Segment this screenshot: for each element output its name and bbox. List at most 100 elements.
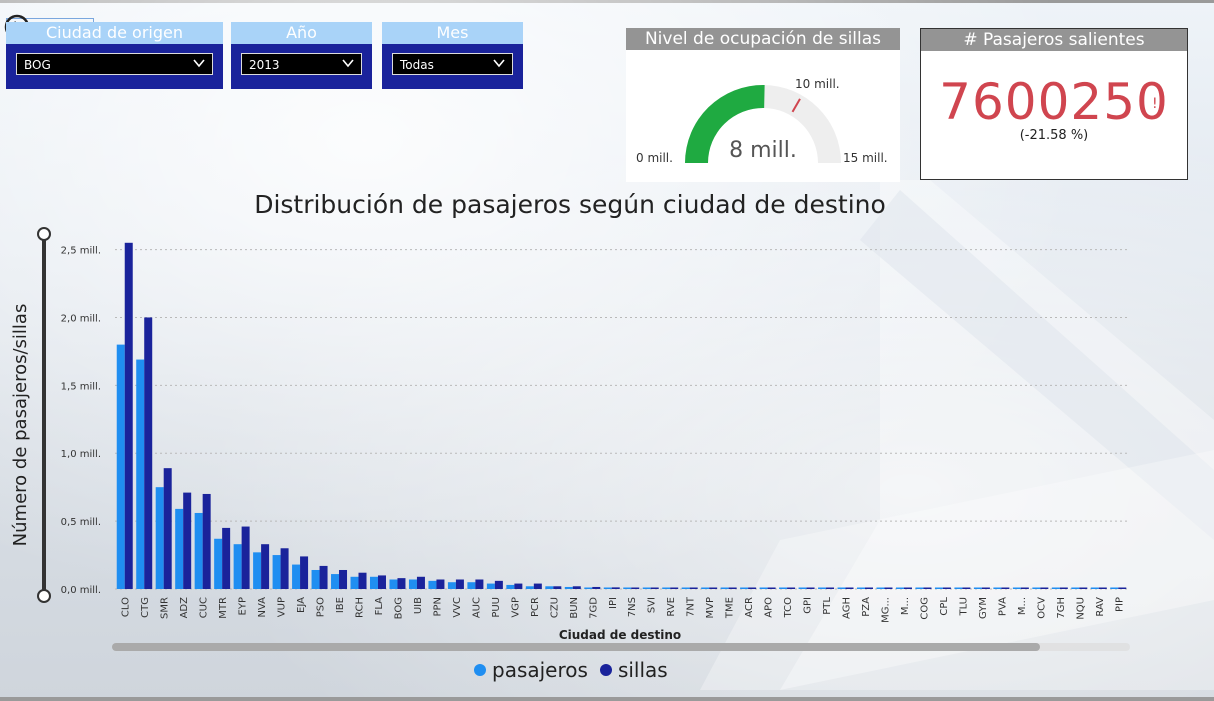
bar-pasajeros-CPL[interactable] [934, 587, 943, 590]
bar-sillas-IPI[interactable] [611, 587, 620, 589]
bar-sillas-NQU[interactable] [1079, 587, 1088, 590]
bar-sillas-RVE[interactable] [670, 587, 679, 590]
bar-sillas-CZU[interactable] [553, 586, 562, 589]
bar-sillas-COG[interactable] [923, 587, 932, 590]
bar-pasajeros-7NT[interactable] [681, 587, 690, 590]
bar-sillas-MVP[interactable] [709, 587, 718, 590]
bar-pasajeros-GYM[interactable] [973, 587, 982, 590]
bar-sillas-PCR[interactable] [533, 583, 542, 589]
bar-sillas-CLO[interactable] [124, 242, 133, 590]
bar-pasajeros-M...[interactable] [1012, 587, 1021, 590]
year-dropdown[interactable]: 2013 [241, 53, 362, 75]
bar-pasajeros-CUC[interactable] [194, 512, 203, 589]
bar-sillas-M...[interactable] [903, 587, 912, 590]
bar-pasajeros-TCO[interactable] [779, 587, 788, 590]
bar-sillas-NVA[interactable] [261, 544, 270, 589]
bar-pasajeros-ACR[interactable] [740, 587, 749, 590]
bar-pasajeros-7NS[interactable] [623, 587, 632, 590]
bar-pasajeros-PTL[interactable] [818, 587, 827, 590]
bar-sillas-ADZ[interactable] [183, 492, 192, 589]
bar-pasajeros-PZA[interactable] [857, 587, 866, 590]
bar-pasajeros-CLO[interactable] [116, 344, 125, 589]
bar-sillas-OCV[interactable] [1040, 587, 1049, 590]
bar-pasajeros-SMR[interactable] [155, 487, 164, 589]
bar-pasajeros-AUC[interactable] [467, 582, 476, 589]
bar-pasajeros-BUN[interactable] [564, 586, 573, 589]
bar-pasajeros-SVI[interactable] [642, 587, 651, 590]
bar-pasajeros-PSO[interactable] [311, 569, 320, 589]
bar-pasajeros-7GD[interactable] [584, 587, 593, 590]
bar-pasajeros-CTG[interactable] [136, 359, 145, 589]
bar-sillas-BUN[interactable] [572, 586, 581, 589]
bar-sillas-TCO[interactable] [787, 587, 796, 590]
y-slider-top-handle[interactable] [37, 227, 51, 241]
bar-sillas-PIP[interactable] [1118, 587, 1127, 590]
bar-pasajeros-VGP[interactable] [506, 584, 515, 589]
bar-pasajeros-APO[interactable] [759, 587, 768, 590]
bar-pasajeros-PCR[interactable] [525, 586, 534, 589]
bar-sillas-SMR[interactable] [163, 468, 172, 589]
bar-sillas-VGP[interactable] [514, 583, 523, 589]
bar-sillas-EJA[interactable] [300, 556, 309, 589]
bar-sillas-VVC[interactable] [455, 579, 464, 589]
bar-pasajeros-TLU[interactable] [954, 587, 963, 590]
bar-sillas-7GD[interactable] [592, 586, 601, 589]
bar-sillas-FLA[interactable] [377, 575, 386, 589]
bar-sillas-PUU[interactable] [494, 580, 503, 589]
bar-pasajeros-MVP[interactable] [701, 587, 710, 590]
bar-sillas-GYM[interactable] [981, 587, 990, 590]
y-slider-bottom-handle[interactable] [37, 589, 51, 603]
bar-pasajeros-IPI[interactable] [603, 587, 612, 590]
bar-pasajeros-RVE[interactable] [662, 587, 671, 590]
bar-pasajeros-PPN[interactable] [428, 580, 437, 589]
bar-pasajeros-AGH[interactable] [837, 587, 846, 590]
bar-sillas-UIB[interactable] [416, 576, 425, 589]
bar-pasajeros-VUP[interactable] [272, 555, 281, 589]
bar-pasajeros-CZU[interactable] [545, 586, 554, 589]
bar-pasajeros-EJA[interactable] [292, 564, 301, 589]
bar-pasajeros-RCH[interactable] [350, 576, 359, 589]
bar-pasajeros-COG[interactable] [915, 587, 924, 590]
bar-pasajeros-OCV[interactable] [1032, 587, 1041, 590]
bar-sillas-ACR[interactable] [748, 587, 757, 590]
bar-pasajeros-GPI[interactable] [798, 587, 807, 590]
bar-sillas-RAV[interactable] [1098, 587, 1107, 590]
bar-sillas-MTR[interactable] [222, 527, 231, 589]
bar-sillas-TLU[interactable] [962, 587, 971, 590]
bar-sillas-BOG[interactable] [397, 578, 406, 589]
bar-pasajeros-FLA[interactable] [369, 576, 378, 589]
bar-sillas-RCH[interactable] [358, 572, 367, 589]
bar-sillas-7GH[interactable] [1059, 587, 1068, 590]
bar-pasajeros-7GH[interactable] [1051, 587, 1060, 590]
bar-sillas-TME[interactable] [728, 587, 737, 590]
bar-sillas-APO[interactable] [767, 587, 776, 590]
bar-sillas-PTL[interactable] [826, 587, 835, 590]
bar-pasajeros-MG...[interactable] [876, 587, 885, 590]
bar-pasajeros-MTR[interactable] [214, 538, 223, 589]
bar-sillas-CTG[interactable] [144, 317, 153, 589]
bar-sillas-PVA[interactable] [1001, 587, 1010, 590]
bar-sillas-MG...[interactable] [884, 587, 893, 590]
bar-pasajeros-PIP[interactable] [1110, 587, 1119, 590]
bar-sillas-GPI[interactable] [806, 587, 815, 590]
bar-pasajeros-NQU[interactable] [1071, 587, 1080, 590]
bar-sillas-AUC[interactable] [475, 579, 484, 589]
bar-sillas-PSO[interactable] [319, 565, 328, 589]
bar-pasajeros-VVC[interactable] [447, 582, 456, 589]
bar-pasajeros-PVA[interactable] [993, 587, 1002, 590]
bar-sillas-M...[interactable] [1020, 587, 1029, 590]
month-dropdown[interactable]: Todas [392, 53, 513, 75]
x-scrollbar-thumb[interactable] [112, 643, 1040, 651]
bar-pasajeros-M...[interactable] [895, 587, 904, 590]
bar-pasajeros-RAV[interactable] [1090, 587, 1099, 590]
bar-pasajeros-PUU[interactable] [486, 583, 495, 589]
bar-sillas-7NS[interactable] [631, 587, 640, 590]
bar-sillas-AGH[interactable] [845, 587, 854, 590]
bar-pasajeros-ADZ[interactable] [175, 508, 184, 589]
bar-pasajeros-TME[interactable] [720, 587, 729, 590]
bar-sillas-IBE[interactable] [339, 569, 348, 589]
bar-pasajeros-EYP[interactable] [233, 544, 242, 589]
bar-pasajeros-NVA[interactable] [253, 552, 262, 589]
bar-sillas-SVI[interactable] [650, 587, 659, 590]
bar-pasajeros-UIB[interactable] [408, 579, 417, 589]
